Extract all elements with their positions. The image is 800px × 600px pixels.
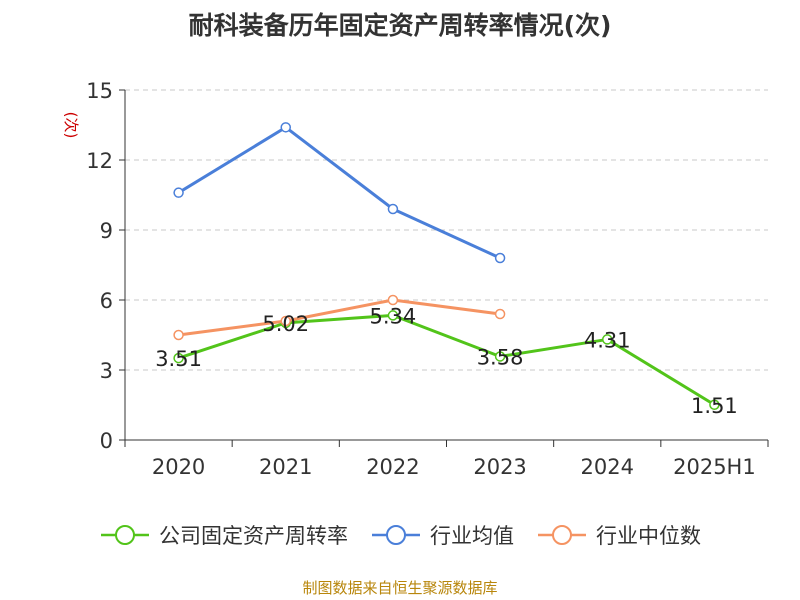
legend-item[interactable]: 行业中位数: [536, 520, 701, 550]
data-label: 3.51: [155, 347, 202, 371]
data-labels: 3.51 5.02 5.34 3.58 4.31 1.51: [155, 304, 738, 417]
legend-swatch: [372, 525, 420, 545]
x-tick-label: 2022: [366, 455, 419, 479]
y-tick-label: 0: [100, 429, 113, 453]
y-tick-label: 15: [86, 79, 113, 103]
data-point: [387, 203, 399, 215]
x-tick-label: 2021: [259, 455, 312, 479]
x-tick-label: 2025H1: [673, 455, 756, 479]
data-point: [280, 315, 291, 327]
x-tick-label: 2023: [473, 455, 526, 479]
legend-item[interactable]: 公司固定资产周转率: [99, 520, 348, 550]
data-point: [602, 334, 613, 345]
legend-swatch-marker: [552, 525, 572, 545]
x-tick-label: 2020: [152, 455, 205, 479]
data-point: [173, 187, 184, 198]
y-tick-label: 3: [100, 359, 113, 383]
chart-title: 耐科装备历年固定资产周转率情况(次): [188, 11, 612, 40]
legend-swatch: [101, 525, 149, 545]
y-axis-label: (次): [62, 112, 80, 139]
data-label: 1.51: [691, 394, 738, 418]
source-note: 制图数据来自恒生聚源数据库: [302, 579, 498, 597]
y-tick-label: 12: [86, 149, 113, 173]
legend: 公司固定资产周转率 行业均值 行业中位数: [0, 520, 800, 550]
series-line: [177, 298, 502, 337]
axes: 0 3 6 9 12 15 2020 2021 2022 2023 2024 2025H1 (次): [62, 79, 769, 479]
data-point: [387, 294, 399, 306]
legend-label: 行业均值: [430, 524, 514, 548]
legend-swatch-marker: [115, 525, 135, 545]
data-label: 3.58: [477, 345, 524, 369]
grid-lines: [125, 89, 768, 371]
series-line: [177, 313, 716, 407]
data-point: [494, 351, 506, 362]
legend-swatch: [538, 525, 586, 545]
series-layer: [173, 122, 720, 411]
legend-item[interactable]: 行业均值: [370, 520, 514, 550]
legend-swatch-marker: [386, 525, 406, 545]
legend-label: 公司固定资产周转率: [159, 524, 348, 548]
series-line: [177, 125, 502, 260]
y-tick-label: 9: [100, 219, 113, 243]
data-point: [494, 252, 506, 264]
data-label: 4.31: [584, 328, 631, 352]
data-label: 5.34: [370, 304, 417, 328]
data-point: [280, 122, 291, 133]
data-point: [387, 310, 399, 321]
data-point: [709, 399, 720, 411]
data-point: [173, 329, 184, 341]
data-label: 5.02: [262, 312, 309, 336]
legend-label: 行业中位数: [596, 524, 701, 548]
data-point: [494, 308, 506, 320]
data-point: [173, 352, 184, 364]
y-tick-label: 6: [100, 289, 113, 313]
x-tick-label: 2024: [581, 455, 634, 479]
